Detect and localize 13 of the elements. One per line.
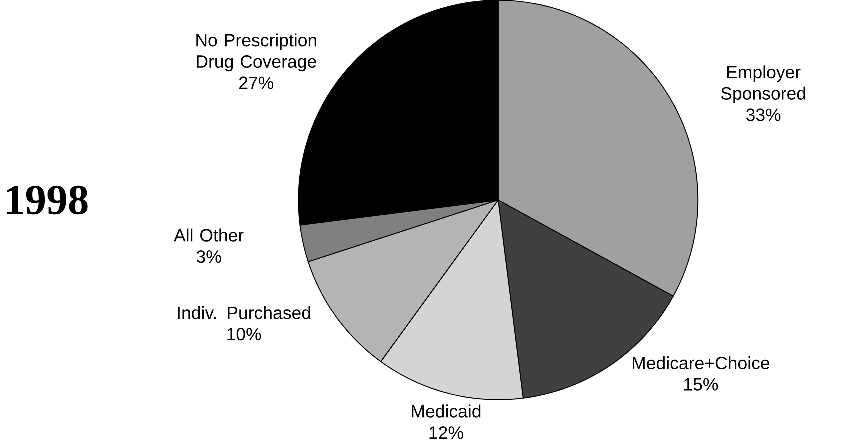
slice-label: No Prescription Drug Coverage: [196, 34, 316, 72]
slice-label: Medicaid: [412, 404, 481, 418]
slice-label: All Other: [174, 228, 244, 242]
data-label: 33%: [746, 108, 781, 122]
data-label: 10%: [228, 328, 262, 341]
slice-label: Medicare+Choice: [633, 356, 770, 370]
data-label: 27%: [240, 76, 274, 90]
data-label: 3%: [196, 250, 222, 264]
data-label: 15%: [684, 378, 718, 391]
text: 1998: [7, 186, 88, 214]
slice-label: Employer Sponsored: [721, 65, 806, 104]
data-label: 12%: [430, 426, 464, 439]
slice-label: Indiv. Purchased: [178, 306, 310, 320]
